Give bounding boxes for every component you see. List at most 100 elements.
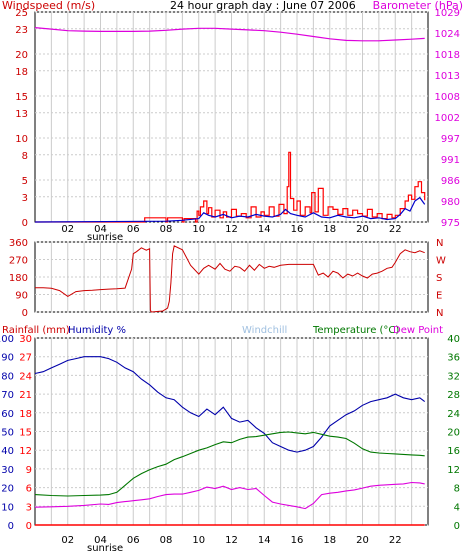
time-tick-label: 02 [61, 224, 74, 235]
time-tick-label: 12 [225, 535, 238, 546]
rainfall-tick-label: 30 [19, 334, 32, 345]
compass-tick-label: E [436, 291, 442, 302]
direction-tick-label: 180 [9, 273, 28, 284]
time-tick-label: 12 [225, 224, 238, 235]
humidity-tick-label: 90 [1, 353, 14, 364]
panel3-series [34, 356, 426, 526]
rainfall-tick-label: 21 [19, 390, 32, 401]
time-tick-label: 02 [61, 535, 74, 546]
temperature-tick-label: 0 [454, 521, 460, 532]
rainfall-tick-label: 3 [26, 502, 32, 513]
rainfall-tick-label: 24 [19, 371, 32, 382]
barometer-tick-label: 975 [441, 218, 460, 229]
time-tick-label: 22 [389, 224, 402, 235]
windspeed-tick-label: 0 [22, 218, 28, 229]
temperature-tick-label: 12 [447, 465, 460, 476]
humidity-tick-label: 20 [1, 484, 14, 495]
windspeed-tick-label: 13 [15, 109, 28, 120]
barometer-tick-label: 986 [441, 176, 460, 187]
windchill-legend: Windchill [242, 325, 287, 336]
time-tick-label: 06 [127, 535, 140, 546]
windspeed-tick-label: 10 [15, 134, 28, 145]
temperature-tick-label: 16 [447, 446, 460, 457]
rainfall-tick-label: 6 [26, 484, 32, 495]
humidity-line [34, 356, 426, 453]
direction-tick-label: 360 [9, 238, 28, 249]
windspeed-tick-label: 20 [15, 50, 28, 61]
barometer-axis-title: Barometer (hPa) [373, 0, 463, 12]
windspeed-tick-label: 5 [22, 176, 28, 187]
barometer-tick-label: 1024 [435, 29, 460, 40]
barometer-line [34, 27, 425, 42]
temperature-tick-label: 8 [454, 484, 460, 495]
temperature-axis-title: Temperature (°C) [312, 325, 399, 336]
barometer-tick-label: 1008 [435, 92, 460, 103]
barometer-tick-label: 1029 [435, 8, 460, 19]
time-tick-label: 18 [323, 224, 336, 235]
wind-direction-line [35, 245, 425, 313]
panel3-tick-labels: 0102030405060708090100036912151821242730… [0, 334, 460, 532]
time-tick-label: 08 [160, 535, 173, 546]
direction-tick-label: 90 [15, 291, 28, 302]
temperature-tick-label: 4 [454, 502, 460, 513]
humidity-tick-label: 60 [1, 409, 14, 420]
humidity-tick-label: 50 [1, 428, 14, 439]
compass-tick-label: N [436, 238, 443, 249]
humidity-tick-label: 40 [1, 446, 14, 457]
temperature-tick-label: 32 [447, 371, 460, 382]
barometer-tick-label: 1013 [435, 71, 460, 82]
time-tick-labels: 02 02 04 04 06 06 08 08 10 10 12 12 14 14 16 16 18 18 20 20… [61, 224, 401, 546]
dewpoint-legend: Dew Point [393, 325, 443, 336]
rainfall-tick-label: 9 [26, 465, 32, 476]
humidity-tick-label: 10 [1, 502, 14, 513]
time-tick-label: 08 [160, 224, 173, 235]
time-tick-label: 14 [258, 535, 271, 546]
panel2-grid [35, 241, 428, 313]
humidity-tick-label: 100 [0, 334, 14, 345]
rainfall-tick-label: 18 [19, 409, 32, 420]
time-tick-label: 22 [389, 535, 402, 546]
windspeed-tick-label: 8 [22, 151, 28, 162]
temperature-tick-label: 36 [447, 353, 460, 364]
barometer-tick-label: 1002 [435, 113, 460, 124]
barometer-tick-label: 991 [441, 155, 460, 166]
time-tick-label: 10 [192, 224, 205, 235]
rainfall-tick-label: 27 [19, 353, 32, 364]
sunrise-label-top: sunrise [87, 232, 123, 243]
direction-tick-label: 0 [22, 308, 28, 319]
windspeed-tick-label: 25 [15, 8, 28, 19]
humidity-tick-label: 30 [1, 465, 14, 476]
barometer-tick-label: 997 [441, 134, 460, 145]
compass-tick-label: S [436, 273, 442, 284]
rainfall-tick-label: 15 [19, 428, 32, 439]
time-tick-label: 14 [258, 224, 271, 235]
time-tick-label: 16 [291, 535, 304, 546]
humidity-tick-label: 80 [1, 371, 14, 382]
rainfall-tick-label: 0 [26, 521, 32, 532]
dewpoint-line [34, 481, 425, 510]
time-tick-label: 10 [192, 535, 205, 546]
panel1-tick-labels: 0358101315182023259759809869919971002100… [15, 8, 460, 229]
panel3-grid [35, 337, 428, 526]
time-tick-label: 04 [94, 535, 107, 546]
barometer-tick-label: 1018 [435, 50, 460, 61]
panel1-series [34, 27, 426, 223]
sunrise-label-bottom: sunrise [87, 543, 123, 554]
windspeed-tick-label: 3 [22, 193, 28, 204]
barometer-tick-label: 980 [441, 197, 460, 208]
rainfall-axis-title: Rainfall (mm) [2, 325, 70, 336]
windspeed-tick-label: 18 [15, 67, 28, 78]
temperature-tick-label: 24 [447, 409, 460, 420]
time-tick-label: 20 [356, 224, 369, 235]
time-tick-label: 16 [291, 224, 304, 235]
time-tick-label: 20 [356, 535, 369, 546]
temperature-line [34, 431, 425, 497]
temperature-tick-label: 40 [447, 334, 460, 345]
panel2-series [35, 245, 425, 313]
humidity-tick-label: 0 [8, 521, 14, 532]
chart-title: 24 hour graph day : June 07 2006 [170, 0, 356, 12]
windspeed-tick-label: 23 [15, 25, 28, 36]
panel1-grid [35, 11, 428, 223]
